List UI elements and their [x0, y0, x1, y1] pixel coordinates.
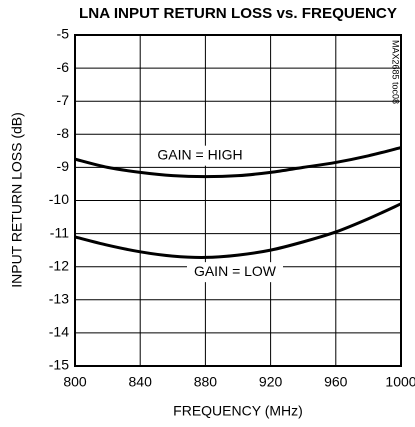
series-line [74, 146, 402, 179]
x-tick-label: 880 [194, 374, 218, 390]
x-tick-label: 1000 [385, 374, 415, 390]
x-tick-label: 800 [63, 374, 87, 390]
x-tick-label: 920 [259, 374, 283, 390]
label-bg [152, 145, 248, 166]
y-tick-label: -12 [49, 257, 69, 273]
plot-frame [74, 34, 402, 367]
y-tick-label: -15 [49, 357, 69, 373]
side-note: MAX2685 toc08 [391, 40, 401, 104]
series-line [74, 202, 402, 259]
x-axis-label: FREQUENCY (MHz) [173, 403, 303, 419]
y-tick-label: -8 [57, 125, 70, 141]
series-label: GAIN = LOW [194, 263, 277, 279]
chart-title: LNA INPUT RETURN LOSS vs. FREQUENCY [79, 5, 397, 22]
label-bg [187, 262, 283, 283]
y-tick-label: -7 [57, 92, 70, 108]
y-tick-label: -11 [50, 224, 69, 240]
x-tick-label: 960 [324, 374, 348, 390]
y-tick-label: -10 [49, 191, 69, 207]
y-tick-label: -6 [57, 59, 70, 75]
y-tick-label: -13 [49, 291, 69, 307]
y-tick-label: -14 [49, 324, 69, 340]
x-tick-label: 840 [129, 374, 153, 390]
series-label: GAIN = HIGH [157, 146, 242, 162]
y-tick-label: -9 [57, 158, 70, 174]
y-tick-label: -5 [57, 26, 70, 42]
y-axis-label: INPUT RETURN LOSS (dB) [9, 112, 25, 288]
